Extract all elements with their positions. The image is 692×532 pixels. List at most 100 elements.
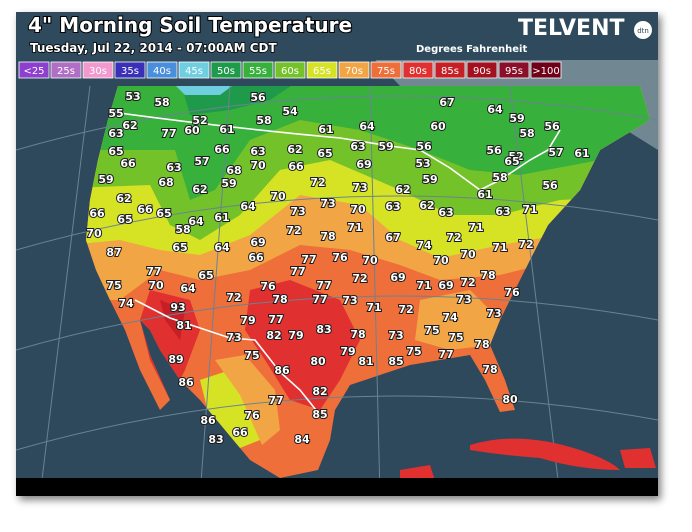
- station-value: 52: [192, 114, 207, 127]
- cuba: [470, 438, 620, 470]
- station-value: 73: [226, 331, 241, 344]
- station-value: 52: [508, 150, 523, 163]
- station-value: 54: [282, 105, 298, 118]
- legend-label: 80s: [409, 66, 427, 77]
- station-value: 63: [108, 127, 123, 140]
- zone-70s-southeast: [415, 290, 500, 350]
- legend-swatch: [242, 61, 274, 79]
- station-value: 65: [172, 241, 187, 254]
- legend-label: 55s: [249, 66, 267, 77]
- station-value: 58: [154, 96, 169, 109]
- station-value: 68: [226, 164, 241, 177]
- station-value: 63: [350, 140, 365, 153]
- legend-swatch: [466, 61, 498, 79]
- station-value: 56: [416, 140, 432, 153]
- station-value: 74: [118, 297, 134, 310]
- legend-label: 90s: [473, 66, 491, 77]
- station-value: 71: [366, 301, 381, 314]
- station-value: 69: [438, 279, 453, 292]
- station-value: 83: [208, 433, 223, 446]
- station-value: 76: [504, 286, 520, 299]
- legend-swatch: [146, 61, 178, 79]
- station-value: 62: [122, 119, 137, 132]
- station-value: 58: [256, 114, 271, 127]
- station-value: 70: [350, 203, 366, 216]
- legend-swatch: [210, 61, 242, 79]
- graticule-line: [16, 195, 658, 251]
- station-value: 72: [460, 276, 475, 289]
- legend-label: <25: [23, 66, 44, 77]
- station-value: 59: [509, 112, 524, 125]
- station-value: 64: [487, 103, 503, 116]
- graticule-line: [369, 85, 381, 496]
- station-value: 72: [310, 176, 325, 189]
- station-value: 71: [347, 221, 362, 234]
- station-value: 70: [270, 190, 286, 203]
- station-value: 81: [358, 355, 373, 368]
- station-value: 64: [180, 282, 196, 295]
- station-value: 62: [116, 192, 131, 205]
- station-value: 73: [388, 329, 403, 342]
- station-value: 64: [214, 241, 230, 254]
- station-value: 63: [438, 206, 453, 219]
- station-value: 61: [214, 211, 229, 224]
- zone-85s: [160, 300, 185, 340]
- station-value: 57: [194, 155, 209, 168]
- station-value: 78: [272, 293, 287, 306]
- station-value: 63: [495, 205, 510, 218]
- graticule-line: [509, 85, 561, 496]
- station-value: 72: [226, 291, 241, 304]
- station-value: 74: [442, 311, 458, 324]
- station-value: 75: [244, 349, 259, 362]
- legend-label: 60s: [281, 66, 299, 77]
- station-value: 66: [89, 207, 105, 220]
- station-value: 75: [406, 345, 421, 358]
- station-value: 71: [522, 203, 537, 216]
- legend-swatch: [178, 61, 210, 79]
- station-value: 80: [502, 393, 518, 406]
- legend-swatch: [50, 61, 82, 79]
- station-value: 56: [486, 144, 502, 157]
- station-value: 79: [288, 329, 303, 342]
- station-value: 72: [398, 303, 413, 316]
- station-value: 79: [340, 345, 355, 358]
- zone-45s: [170, 86, 240, 95]
- country-borders: [111, 111, 561, 416]
- graticule-line: [199, 85, 231, 496]
- station-value: 78: [482, 363, 497, 376]
- station-value: 53: [125, 90, 140, 103]
- land-temperatures: [86, 86, 650, 478]
- station-value: 56: [542, 179, 558, 192]
- station-value: 85: [312, 408, 327, 421]
- station-value: 59: [378, 140, 393, 153]
- station-value: 77: [268, 313, 283, 326]
- legend-label: 85s: [441, 66, 459, 77]
- station-value: 63: [385, 200, 400, 213]
- legend-label: 50s: [217, 66, 235, 77]
- units-label: Degrees Fahrenheit: [416, 44, 527, 55]
- legend-swatch: [18, 61, 50, 79]
- station-value: 79: [240, 314, 255, 327]
- station-value: 66: [214, 143, 230, 156]
- station-value: 70: [86, 227, 102, 240]
- legend: <25 25s 30s 35s 40s 45s 50s 55s 60s 65s 70s 75s 80s 8…: [18, 61, 562, 79]
- station-value: 70: [362, 254, 378, 267]
- station-value: 70: [250, 159, 266, 172]
- legend-swatch: [274, 61, 306, 79]
- zone-80s-texas: [245, 280, 360, 410]
- legend-swatch: [498, 61, 530, 79]
- station-value: 63: [250, 145, 265, 158]
- station-value: 77: [161, 127, 176, 140]
- station-value: 72: [286, 224, 301, 237]
- station-value: 73: [352, 181, 367, 194]
- station-value: 78: [320, 230, 335, 243]
- station-value: 76: [260, 280, 276, 293]
- station-value: 53: [415, 157, 430, 170]
- zone-70s-mexico: [215, 355, 280, 445]
- station-value: 59: [98, 173, 113, 186]
- station-value: 69: [356, 158, 371, 171]
- station-value: 65: [108, 145, 123, 158]
- station-value: 65: [117, 213, 132, 226]
- station-value: 77: [268, 394, 283, 407]
